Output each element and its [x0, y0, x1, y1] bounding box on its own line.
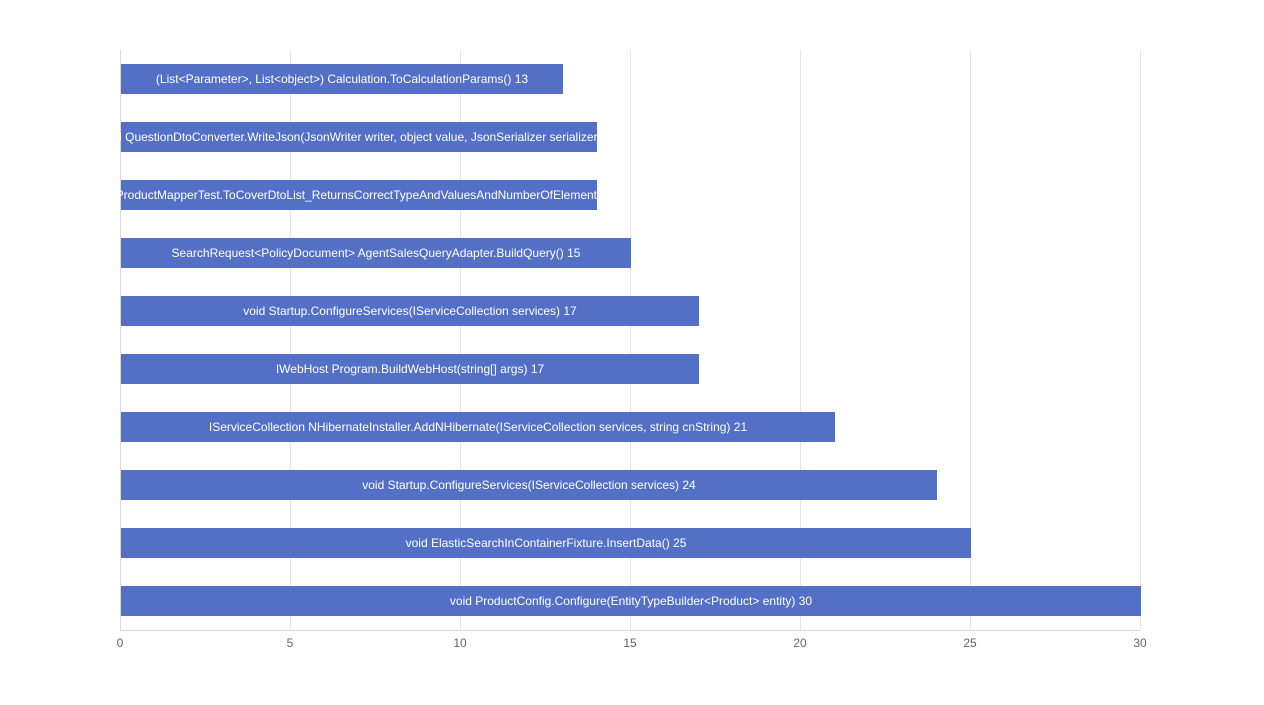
plot-area: 051015202530(List<Parameter>, List<objec…	[120, 50, 1140, 630]
bar[interactable]: void Startup.ConfigureServices(IServiceC…	[121, 296, 699, 326]
x-tick-label: 20	[793, 636, 806, 650]
x-tick-label: 15	[623, 636, 636, 650]
x-tick-label: 5	[287, 636, 294, 650]
bar-label: void ProductMapperTest.ToCoverDtoList_Re…	[90, 188, 627, 202]
bar-label: void Startup.ConfigureServices(IServiceC…	[243, 304, 576, 318]
bar-label: IWebHost Program.BuildWebHost(string[] a…	[276, 362, 544, 376]
x-tick-label: 30	[1133, 636, 1146, 650]
bar-label: SearchRequest<PolicyDocument> AgentSales…	[172, 246, 581, 260]
bar[interactable]: IWebHost Program.BuildWebHost(string[] a…	[121, 354, 699, 384]
bar[interactable]: void QuestionDtoConverter.WriteJson(Json…	[121, 122, 597, 152]
bar-label: void ProductConfig.Configure(EntityTypeB…	[450, 594, 812, 608]
bar[interactable]: SearchRequest<PolicyDocument> AgentSales…	[121, 238, 631, 268]
bar[interactable]: void ProductMapperTest.ToCoverDtoList_Re…	[121, 180, 597, 210]
x-tick-label: 25	[963, 636, 976, 650]
bar-label: void Startup.ConfigureServices(IServiceC…	[362, 478, 695, 492]
gridline	[1140, 50, 1141, 630]
bar[interactable]: void ElasticSearchInContainerFixture.Ins…	[121, 528, 971, 558]
x-tick-label: 0	[117, 636, 124, 650]
chart-container: 0 5 10 15 20 25 30 (List<Parameter>, List<objec…	[0, 0, 1264, 705]
bar[interactable]: (List<Parameter>, List<object>) Calculat…	[121, 64, 563, 94]
bar-label: IServiceCollection NHibernateInstaller.A…	[209, 420, 747, 434]
bar[interactable]: void ProductConfig.Configure(EntityTypeB…	[121, 586, 1141, 616]
bar[interactable]: void Startup.ConfigureServices(IServiceC…	[121, 470, 937, 500]
bar[interactable]: IServiceCollection NHibernateInstaller.A…	[121, 412, 835, 442]
x-tick-label: 10	[453, 636, 466, 650]
bar-label: void ElasticSearchInContainerFixture.Ins…	[406, 536, 687, 550]
bar-label: void QuestionDtoConverter.WriteJson(Json…	[100, 130, 618, 144]
bar-label: (List<Parameter>, List<object>) Calculat…	[156, 72, 528, 86]
x-axis-line	[120, 630, 1140, 631]
